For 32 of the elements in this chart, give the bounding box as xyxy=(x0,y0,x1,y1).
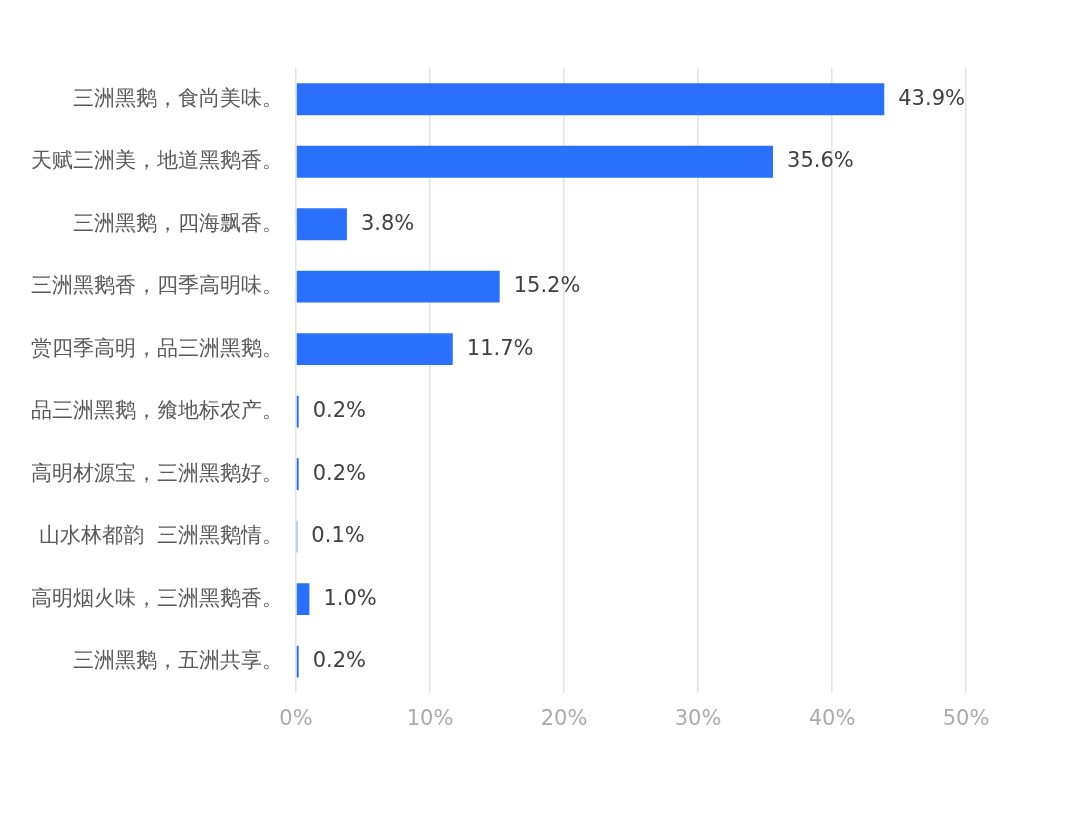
data-label: 0.2% xyxy=(312,648,367,673)
y-tick-label: 三洲黑鹅香，四季高明味。 xyxy=(31,273,283,298)
bar xyxy=(296,83,885,116)
data-label: 15.2% xyxy=(513,273,581,298)
bar xyxy=(296,583,310,616)
bar xyxy=(296,208,347,241)
data-label: 3.8% xyxy=(360,210,415,235)
bar xyxy=(296,270,500,303)
data-label: 1.0% xyxy=(323,585,377,610)
x-tick-label: 40% xyxy=(808,705,856,730)
data-label: 11.7% xyxy=(466,335,534,360)
y-tick-label: 品三洲黑鹅，飨地标农产。 xyxy=(31,398,283,423)
y-tick-label: 高明材源宝，三洲黑鹅好。 xyxy=(31,460,283,485)
y-tick-label: 三洲黑鹅，四海飘香。 xyxy=(73,210,283,235)
data-label: 35.6% xyxy=(787,148,854,173)
data-label: 0.1% xyxy=(311,523,365,548)
data-label: 0.2% xyxy=(312,460,367,485)
y-tick-label: 山水林都韵 三洲黑鹅情。 xyxy=(38,523,283,548)
x-tick-label: 10% xyxy=(406,705,454,730)
y-tick-label: 赏四季高明，品三洲黑鹅。 xyxy=(31,335,283,360)
data-label: 43.9% xyxy=(898,85,965,110)
x-tick-label: 20% xyxy=(540,705,588,730)
x-tick-label: 30% xyxy=(674,705,722,730)
data-label: 0.2% xyxy=(312,398,367,423)
bar xyxy=(296,333,453,366)
y-tick-label: 三洲黑鹅，食尚美味。 xyxy=(73,85,283,110)
x-tick-label: 50% xyxy=(942,705,990,730)
y-tick-label: 三洲黑鹅，五洲共享。 xyxy=(73,648,283,673)
bar xyxy=(296,145,774,178)
y-tick-label: 天赋三洲美，地道黑鹅香。 xyxy=(31,148,283,173)
y-tick-label: 高明烟火味，三洲黑鹅香。 xyxy=(31,585,283,610)
x-tick-label: 0% xyxy=(279,705,313,730)
